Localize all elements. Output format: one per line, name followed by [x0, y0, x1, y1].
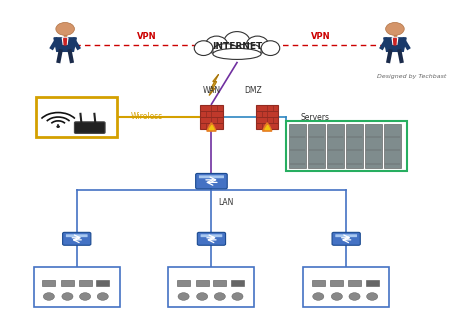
- FancyBboxPatch shape: [201, 106, 223, 129]
- FancyBboxPatch shape: [66, 234, 88, 237]
- Circle shape: [214, 293, 226, 300]
- FancyBboxPatch shape: [213, 280, 226, 286]
- FancyBboxPatch shape: [199, 175, 224, 178]
- Circle shape: [56, 125, 60, 128]
- Circle shape: [313, 293, 324, 300]
- Circle shape: [97, 293, 109, 300]
- Ellipse shape: [261, 41, 280, 56]
- Circle shape: [331, 293, 342, 300]
- FancyBboxPatch shape: [312, 280, 325, 286]
- Polygon shape: [207, 123, 216, 131]
- FancyBboxPatch shape: [79, 280, 91, 286]
- FancyBboxPatch shape: [348, 280, 361, 286]
- FancyBboxPatch shape: [74, 122, 105, 133]
- Text: Servers: Servers: [300, 112, 329, 122]
- Text: DMZ: DMZ: [244, 86, 262, 95]
- Circle shape: [366, 293, 378, 300]
- Circle shape: [43, 293, 55, 300]
- FancyBboxPatch shape: [309, 124, 325, 167]
- Polygon shape: [392, 38, 398, 44]
- Ellipse shape: [213, 48, 261, 60]
- Ellipse shape: [194, 41, 213, 56]
- FancyBboxPatch shape: [290, 124, 306, 167]
- Polygon shape: [384, 38, 406, 51]
- FancyBboxPatch shape: [327, 124, 344, 167]
- FancyBboxPatch shape: [201, 234, 222, 237]
- FancyBboxPatch shape: [346, 124, 363, 167]
- Circle shape: [62, 293, 73, 300]
- Text: Wireless: Wireless: [130, 112, 163, 121]
- Text: VPN: VPN: [137, 32, 156, 42]
- Circle shape: [197, 293, 208, 300]
- FancyBboxPatch shape: [286, 121, 407, 171]
- Circle shape: [349, 293, 360, 300]
- Polygon shape: [393, 39, 396, 45]
- FancyBboxPatch shape: [384, 124, 401, 167]
- FancyBboxPatch shape: [42, 280, 55, 286]
- FancyBboxPatch shape: [61, 280, 74, 286]
- FancyBboxPatch shape: [335, 234, 357, 237]
- FancyBboxPatch shape: [96, 280, 109, 286]
- FancyBboxPatch shape: [303, 267, 389, 307]
- Ellipse shape: [235, 44, 261, 58]
- Text: Designed by Techbast: Designed by Techbast: [377, 75, 446, 79]
- Circle shape: [178, 293, 189, 300]
- FancyBboxPatch shape: [177, 280, 190, 286]
- FancyBboxPatch shape: [332, 232, 360, 245]
- FancyBboxPatch shape: [197, 232, 226, 245]
- Text: VPN: VPN: [311, 32, 330, 42]
- Text: WAN: WAN: [202, 86, 220, 95]
- FancyBboxPatch shape: [168, 267, 255, 307]
- Circle shape: [232, 293, 243, 300]
- FancyBboxPatch shape: [231, 280, 244, 286]
- FancyBboxPatch shape: [256, 106, 278, 129]
- FancyBboxPatch shape: [34, 267, 120, 307]
- Circle shape: [386, 23, 404, 35]
- FancyBboxPatch shape: [365, 124, 382, 167]
- Polygon shape: [263, 123, 272, 131]
- FancyBboxPatch shape: [196, 280, 209, 286]
- FancyBboxPatch shape: [365, 280, 379, 286]
- Polygon shape: [265, 125, 270, 129]
- Polygon shape: [54, 38, 76, 51]
- FancyBboxPatch shape: [63, 232, 91, 245]
- Ellipse shape: [213, 44, 239, 58]
- Circle shape: [80, 293, 91, 300]
- FancyBboxPatch shape: [36, 97, 118, 137]
- Ellipse shape: [246, 36, 269, 54]
- FancyBboxPatch shape: [330, 280, 343, 286]
- FancyBboxPatch shape: [196, 173, 227, 189]
- Polygon shape: [63, 38, 68, 44]
- Ellipse shape: [205, 36, 228, 54]
- Circle shape: [56, 23, 74, 35]
- Polygon shape: [64, 39, 66, 45]
- Polygon shape: [209, 125, 214, 129]
- Text: LAN: LAN: [218, 198, 234, 207]
- Polygon shape: [209, 75, 219, 95]
- Ellipse shape: [224, 32, 250, 52]
- Text: INTERNET: INTERNET: [212, 42, 262, 51]
